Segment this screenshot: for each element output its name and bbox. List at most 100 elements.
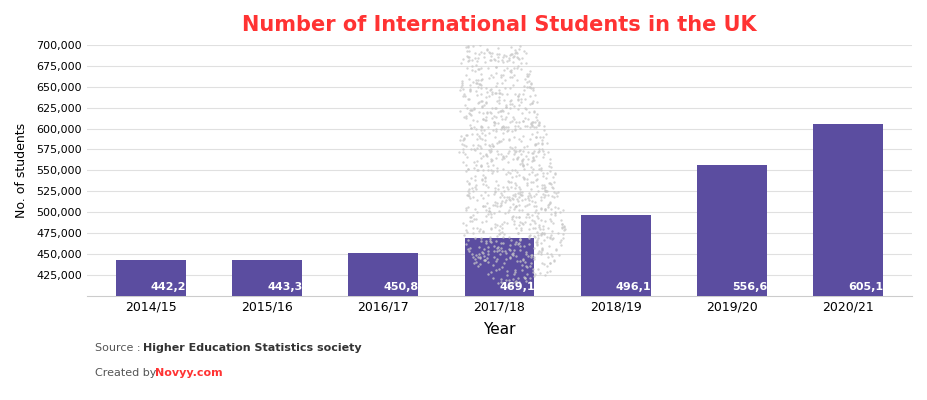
Point — [512, 222, 527, 228]
Point — [465, 188, 480, 194]
Point — [515, 255, 530, 262]
Point — [521, 193, 536, 200]
Point — [535, 136, 550, 143]
Point — [537, 231, 552, 238]
Point — [467, 206, 482, 212]
Point — [503, 197, 518, 204]
Point — [489, 199, 504, 206]
Point — [515, 173, 530, 180]
Point — [492, 90, 507, 96]
Point — [460, 178, 475, 184]
Point — [534, 231, 549, 237]
Point — [510, 156, 525, 162]
Point — [540, 204, 555, 210]
Point — [478, 99, 493, 106]
Point — [529, 114, 544, 120]
Point — [542, 234, 557, 240]
Point — [522, 78, 537, 84]
Point — [490, 120, 505, 126]
Point — [487, 254, 502, 260]
Point — [486, 143, 501, 149]
Point — [524, 85, 539, 91]
Point — [511, 55, 526, 62]
Point — [513, 258, 527, 264]
Point — [507, 126, 522, 132]
Point — [530, 266, 545, 272]
Point — [514, 192, 528, 198]
Point — [528, 133, 543, 140]
Point — [514, 197, 529, 204]
Point — [529, 141, 544, 147]
Point — [474, 162, 489, 169]
Point — [522, 214, 537, 220]
Point — [494, 278, 509, 285]
Point — [502, 277, 516, 283]
Point — [554, 221, 569, 227]
Point — [506, 64, 521, 71]
Point — [488, 202, 502, 208]
Point — [476, 102, 491, 109]
Point — [482, 93, 497, 100]
Point — [452, 148, 467, 155]
Point — [555, 231, 570, 237]
Point — [537, 182, 552, 188]
Point — [488, 89, 502, 96]
Point — [541, 163, 556, 169]
Point — [509, 173, 524, 179]
Point — [460, 192, 475, 198]
Point — [542, 179, 557, 186]
Point — [535, 244, 550, 251]
Point — [514, 138, 528, 144]
Point — [499, 52, 514, 59]
Point — [456, 56, 471, 62]
Point — [506, 147, 521, 154]
Point — [537, 237, 552, 243]
Point — [494, 80, 509, 86]
Point — [473, 42, 488, 49]
Point — [542, 168, 557, 174]
Point — [503, 50, 518, 57]
Point — [505, 51, 520, 57]
Point — [525, 119, 540, 125]
Point — [543, 251, 558, 257]
Point — [494, 245, 509, 252]
Point — [527, 172, 542, 178]
Point — [512, 243, 527, 250]
Point — [494, 229, 509, 236]
Point — [501, 169, 515, 175]
Point — [482, 208, 497, 214]
Point — [530, 242, 545, 248]
Point — [508, 190, 523, 197]
Point — [552, 239, 567, 245]
Point — [463, 88, 477, 95]
Point — [494, 276, 509, 282]
Point — [529, 241, 544, 247]
Point — [522, 68, 537, 74]
Point — [541, 243, 556, 250]
Point — [477, 257, 492, 263]
Point — [491, 266, 506, 272]
Text: 556,625: 556,625 — [732, 282, 782, 292]
Point — [466, 216, 481, 222]
Point — [489, 90, 503, 96]
Point — [455, 149, 470, 156]
Point — [510, 96, 525, 102]
Point — [500, 90, 514, 97]
Point — [501, 185, 515, 192]
Point — [475, 124, 489, 130]
Point — [527, 256, 541, 262]
Point — [496, 130, 511, 136]
Point — [503, 67, 518, 74]
Point — [542, 260, 557, 266]
Point — [508, 144, 523, 150]
Point — [490, 97, 505, 104]
Point — [521, 233, 536, 240]
Point — [546, 189, 561, 195]
Point — [468, 50, 483, 56]
Point — [477, 116, 492, 123]
Point — [527, 234, 542, 240]
Point — [484, 170, 499, 176]
Point — [481, 210, 496, 217]
Point — [514, 66, 528, 73]
Point — [491, 87, 506, 93]
